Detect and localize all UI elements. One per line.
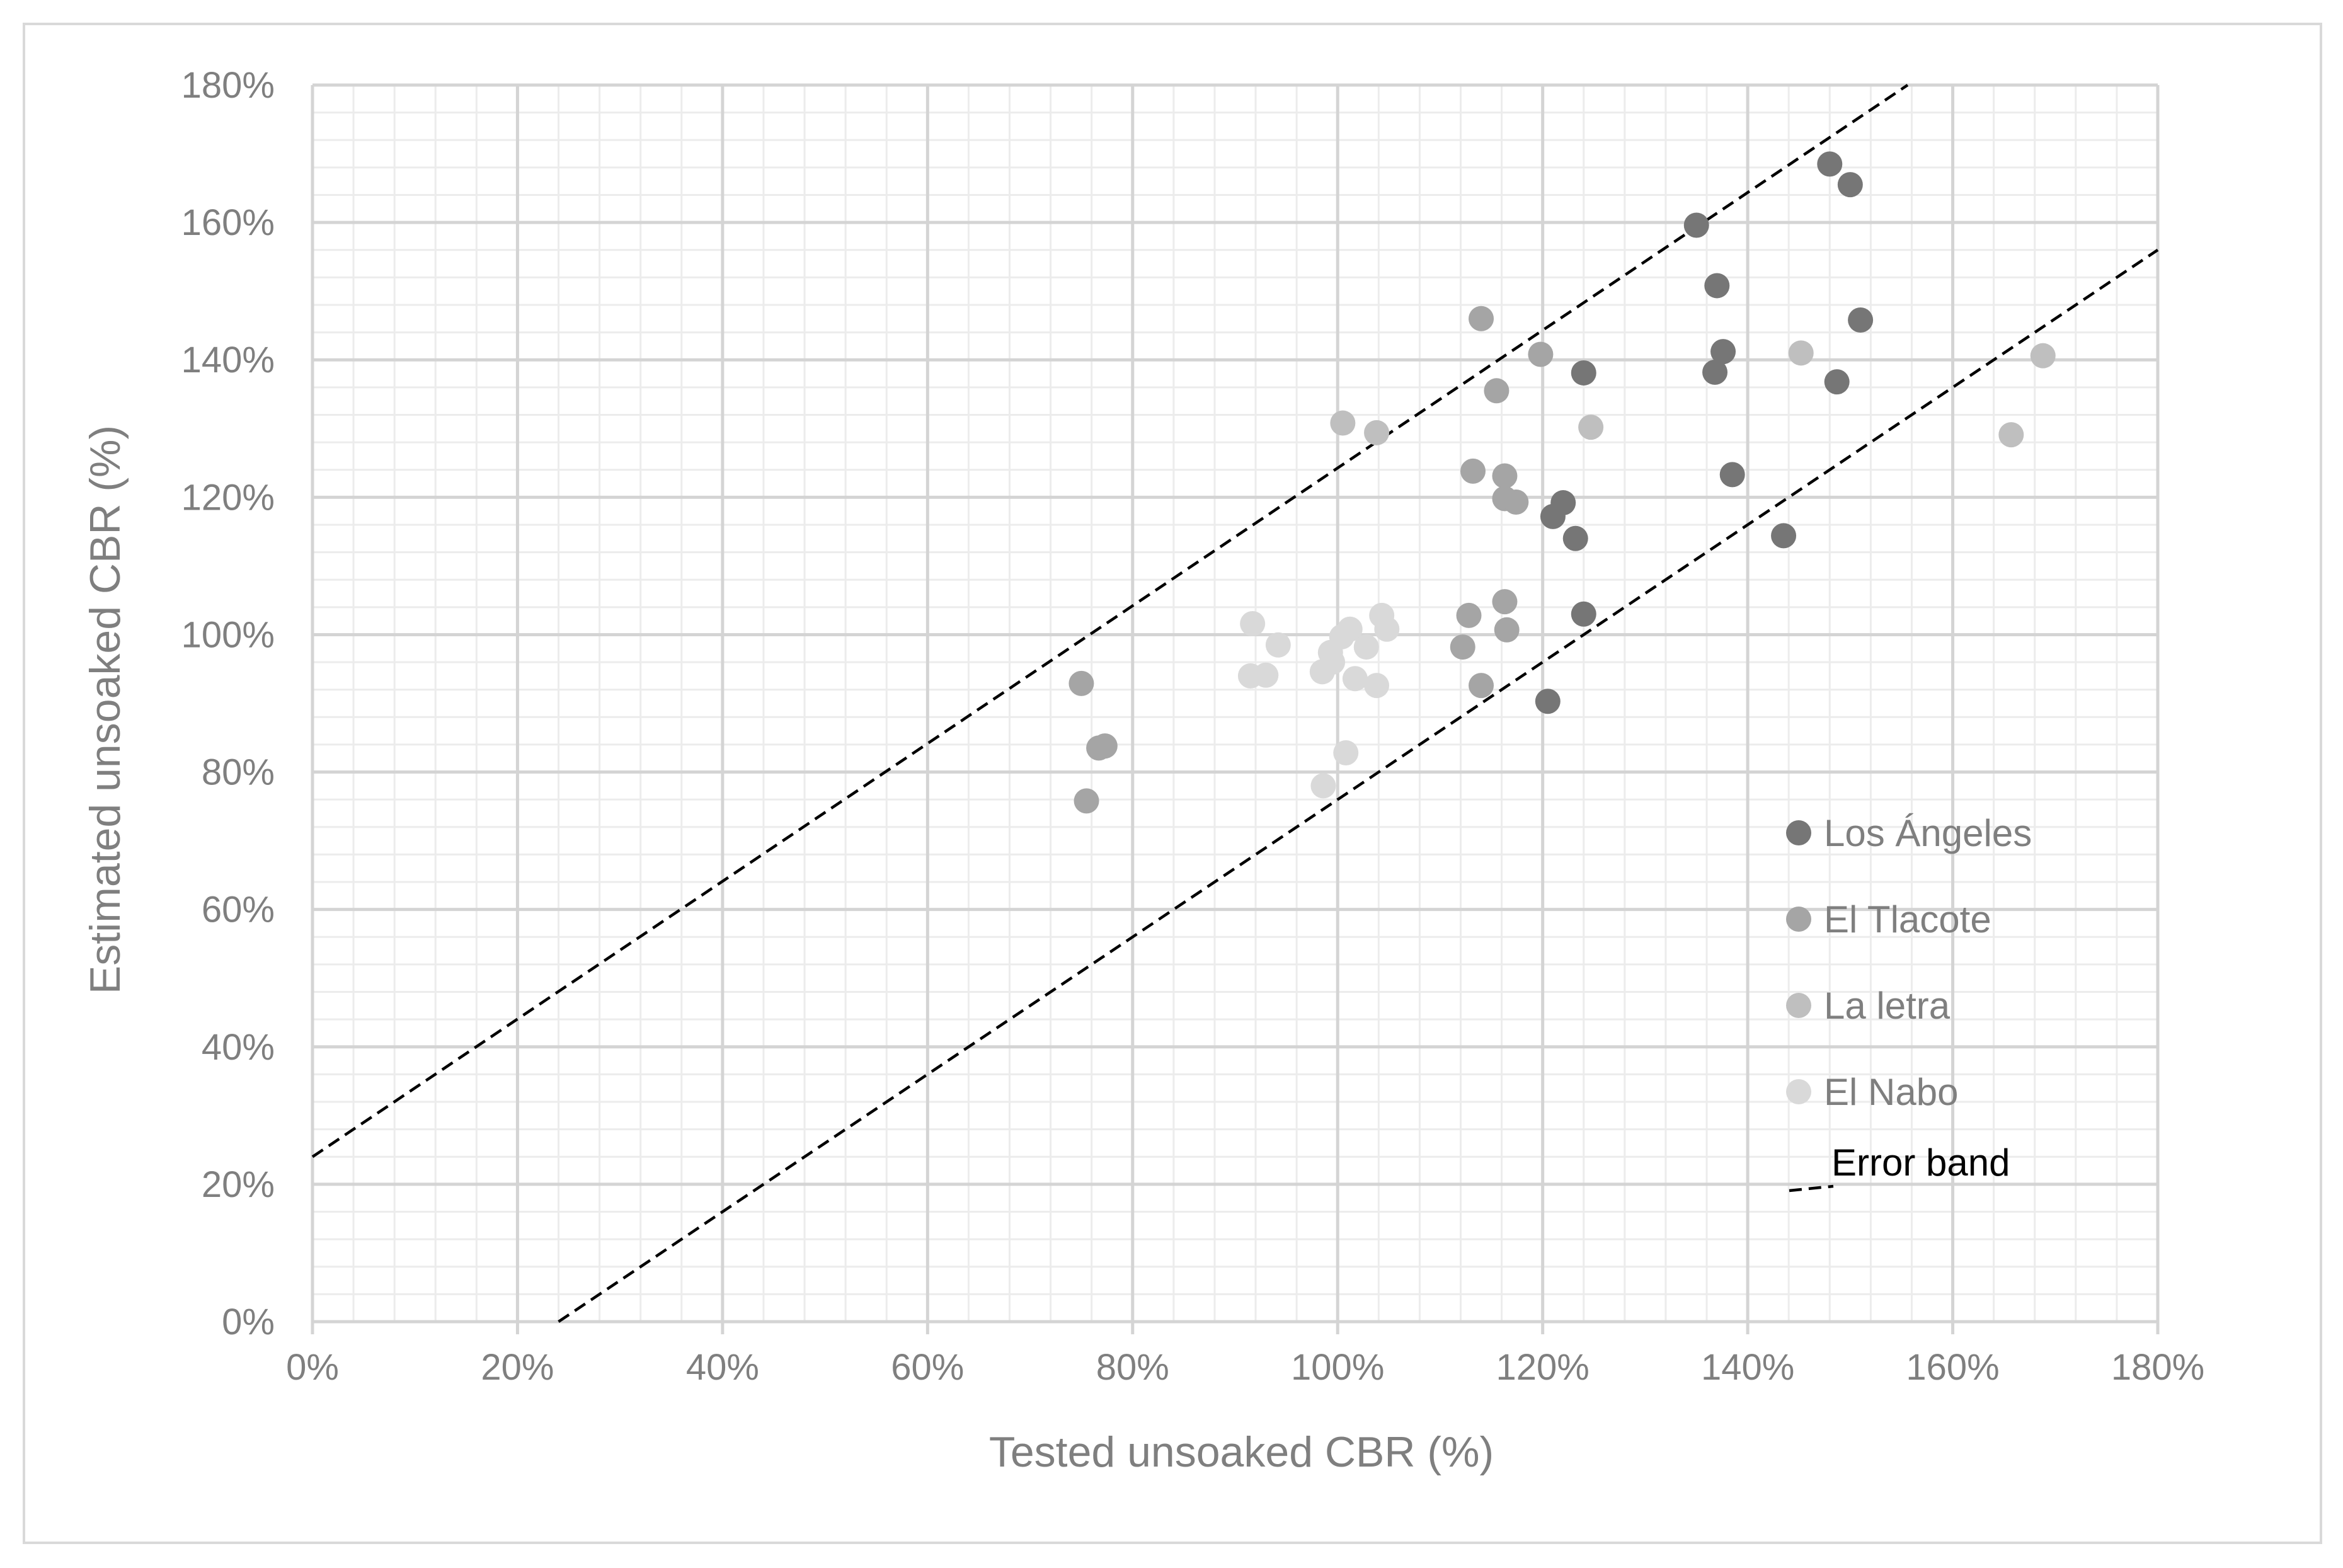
point-el-tlacote — [1460, 458, 1486, 484]
point-los-angeles — [1771, 523, 1797, 549]
point-el-nabo — [1374, 616, 1400, 642]
y-tick-label: 180% — [181, 65, 275, 106]
x-tick-label: 160% — [1906, 1347, 1999, 1388]
point-los-angeles — [1710, 339, 1736, 365]
point-el-nabo — [1320, 650, 1346, 675]
data-points — [1068, 151, 2056, 814]
legend: Los Ángeles El Tlacote La letra El Nabo Erro… — [1786, 812, 2032, 1193]
y-tick-label: 0% — [222, 1302, 275, 1342]
legend-marker-error-band — [1789, 1184, 1834, 1193]
point-el-nabo — [1253, 662, 1279, 688]
point-los-angeles — [1837, 172, 1863, 198]
point-la-letra — [1330, 410, 1356, 436]
y-tick-label: 40% — [202, 1027, 275, 1068]
x-tick-label: 140% — [1701, 1347, 1794, 1388]
chart-frame — [23, 23, 2322, 1544]
legend-label-el-tlacote: El Tlacote — [1824, 898, 1991, 941]
point-el-tlacote — [1450, 634, 1475, 660]
y-tick-label: 120% — [181, 477, 275, 518]
point-los-angeles — [1540, 503, 1566, 529]
point-los-angeles — [1571, 360, 1596, 386]
point-el-nabo — [1310, 773, 1336, 799]
point-los-angeles — [1571, 601, 1596, 627]
point-el-tlacote — [1469, 306, 1494, 331]
x-tick-label: 60% — [891, 1347, 964, 1388]
point-el-tlacote — [1092, 733, 1118, 759]
point-el-nabo — [1364, 673, 1390, 699]
point-el-tlacote — [1528, 341, 1554, 367]
x-axis-ticks: 0% 20% 40% 60% 80% 100% 120% 140% 160% 180% — [286, 1347, 2204, 1388]
point-el-tlacote — [1068, 670, 1094, 696]
point-los-angeles — [1535, 689, 1561, 714]
point-el-tlacote — [1492, 589, 1518, 615]
point-los-angeles — [1824, 369, 1850, 395]
point-el-nabo — [1333, 740, 1359, 766]
major-grid — [311, 83, 2160, 1334]
error-band-lines — [311, 84, 2159, 1323]
x-tick-label: 180% — [2111, 1347, 2204, 1388]
point-el-nabo — [1342, 666, 1368, 692]
legend-label-los-angeles: Los Ángeles — [1824, 812, 2032, 854]
point-los-angeles — [1562, 525, 1588, 551]
point-la-letra — [1998, 422, 2024, 448]
x-tick-label: 20% — [481, 1347, 554, 1388]
point-el-nabo — [1240, 610, 1266, 636]
point-los-angeles — [1683, 212, 1709, 238]
point-el-tlacote — [1456, 602, 1482, 628]
point-la-letra — [1364, 420, 1390, 445]
point-los-angeles — [1848, 307, 1874, 333]
point-el-nabo — [1265, 632, 1291, 658]
y-tick-label: 140% — [181, 340, 275, 381]
x-tick-label: 80% — [1096, 1347, 1169, 1388]
x-axis-title: Tested unsoaked CBR (%) — [989, 1428, 1494, 1476]
y-tick-label: 160% — [181, 202, 275, 243]
legend-marker-la-letra — [1786, 993, 1811, 1018]
minor-grid — [312, 85, 2158, 1322]
x-tick-label: 120% — [1496, 1347, 1589, 1388]
point-el-tlacote — [1494, 617, 1520, 643]
point-el-tlacote — [1492, 463, 1518, 489]
error-band-line — [311, 84, 1909, 1159]
legend-label-error-band: Error band — [1831, 1142, 2010, 1184]
legend-marker-los-angeles — [1786, 820, 1811, 845]
error-band-line — [558, 248, 2159, 1323]
point-el-tlacote — [1484, 378, 1509, 404]
point-la-letra — [2030, 343, 2056, 369]
point-los-angeles — [1719, 462, 1745, 488]
x-tick-label: 100% — [1291, 1347, 1384, 1388]
point-la-letra — [1788, 340, 1814, 366]
point-el-tlacote — [1074, 788, 1099, 814]
x-tick-label: 40% — [686, 1347, 759, 1388]
point-el-nabo — [1337, 616, 1363, 642]
point-el-nabo — [1353, 634, 1379, 660]
y-axis-title: Estimated unsoaked CBR (%) — [81, 425, 129, 994]
point-los-angeles — [1704, 273, 1730, 299]
x-tick-label: 0% — [286, 1347, 339, 1388]
legend-label-la-letra: La letra — [1824, 985, 1951, 1027]
legend-label-el-nabo: El Nabo — [1824, 1071, 1958, 1113]
legend-marker-el-nabo — [1786, 1079, 1811, 1104]
y-tick-label: 20% — [202, 1164, 275, 1205]
point-los-angeles — [1702, 359, 1728, 385]
point-el-tlacote — [1503, 489, 1529, 515]
point-el-tlacote — [1469, 673, 1494, 699]
y-axis-ticks: 0% 20% 40% 60% 80% 100% 120% 140% 160% 180% — [181, 65, 275, 1342]
y-tick-label: 80% — [202, 752, 275, 793]
point-los-angeles — [1817, 151, 1843, 177]
point-la-letra — [1578, 415, 1604, 440]
legend-marker-el-tlacote — [1786, 907, 1811, 932]
y-tick-label: 60% — [202, 890, 275, 930]
y-tick-label: 100% — [181, 614, 275, 655]
